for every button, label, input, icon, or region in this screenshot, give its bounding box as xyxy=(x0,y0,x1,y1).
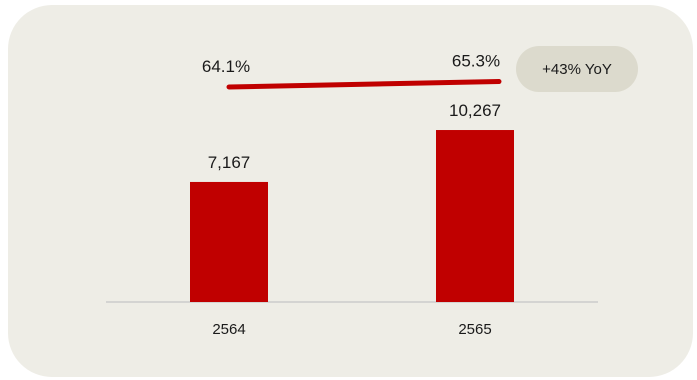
x-tick-label-2564: 2564 xyxy=(212,321,245,338)
yoy-badge: +43% YoY xyxy=(516,46,638,92)
line-series-path xyxy=(226,79,502,90)
yoy-badge-text: +43% YoY xyxy=(542,60,612,78)
bar-2565 xyxy=(436,130,514,302)
bar-value-label-2565: 10,267 xyxy=(449,101,501,120)
bar-2564 xyxy=(190,181,268,302)
line-value-label-2565: 65.3% xyxy=(452,52,500,71)
x-tick-label-2565: 2565 xyxy=(458,321,491,338)
bar-value-label-2564: 7,167 xyxy=(208,153,251,172)
line-value-label-2564: 64.1% xyxy=(202,57,250,76)
